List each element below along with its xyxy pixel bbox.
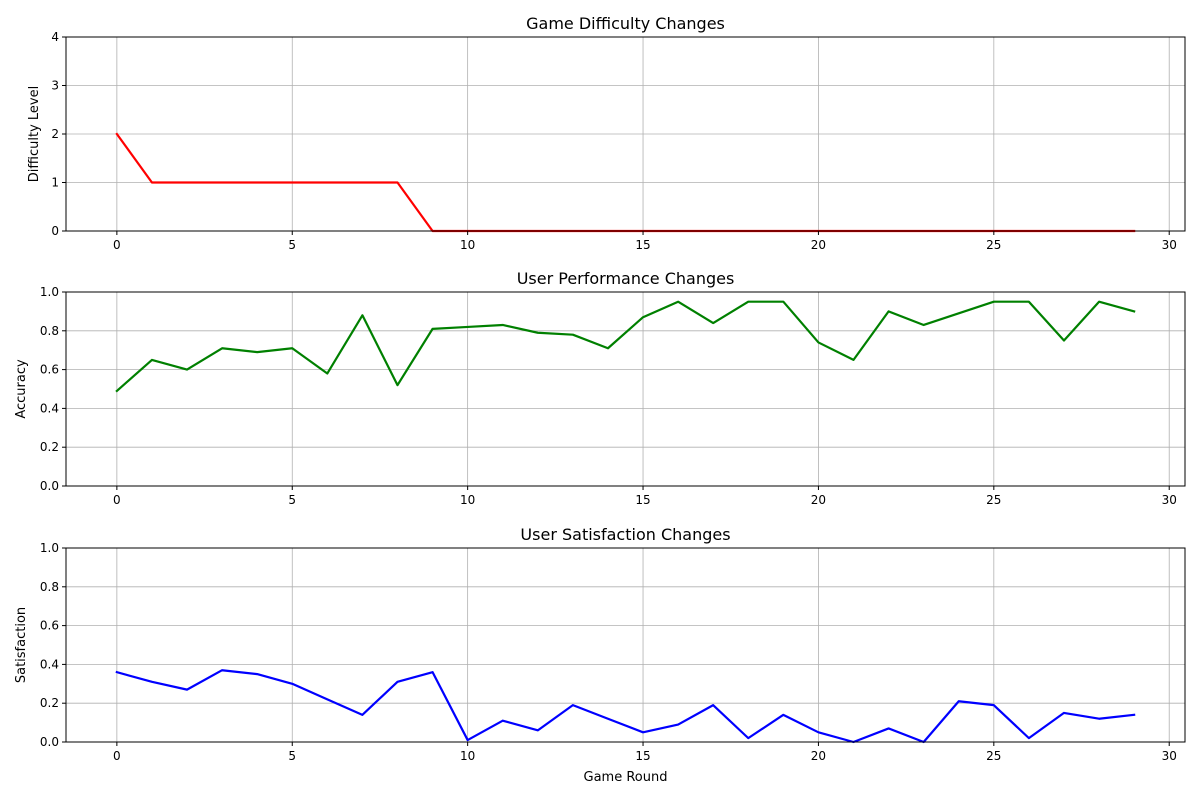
y-tick-label: 1.0 — [40, 541, 59, 555]
subplot-title: User Satisfaction Changes — [520, 525, 730, 544]
x-tick-label: 30 — [1162, 238, 1177, 252]
x-tick-label: 25 — [986, 238, 1001, 252]
subplot-2: 0 5 10 15 20 25 30 0.0 0.2 0.4 0.6 0.8 1.0 User Perfo… — [14, 269, 1186, 507]
subplot-title: User Performance Changes — [517, 269, 735, 288]
x-tick-label: 30 — [1162, 749, 1177, 763]
x-tick-label: 0 — [113, 493, 121, 507]
x-tick-label: 20 — [811, 238, 826, 252]
series-line-3-1 — [115, 669, 1136, 744]
y-tick-label: 2 — [51, 127, 59, 141]
subplot-3: 0 5 10 15 20 25 30 0.0 0.2 0.4 0.6 0.8 1.0 User Satis… — [14, 525, 1186, 785]
series-line-2-1 — [115, 300, 1136, 393]
y-tick-label: 4 — [51, 30, 59, 44]
y-tick-label: 0.2 — [40, 696, 59, 710]
x-tick-label: 30 — [1162, 493, 1177, 507]
y-tick-label: 0.4 — [40, 401, 59, 415]
x-tick-label: 20 — [811, 493, 826, 507]
x-tick-label: 20 — [811, 749, 826, 763]
x-tick-label: 10 — [460, 749, 475, 763]
y-tick-label: 0.8 — [40, 580, 59, 594]
x-tick-label: 5 — [288, 493, 296, 507]
subplot-title: Game Difficulty Changes — [526, 14, 725, 33]
y-tick-label: 3 — [51, 79, 59, 93]
x-tick-label: 5 — [288, 238, 296, 252]
y-tick-label: 0.6 — [40, 619, 59, 633]
y-tick-label: 0.0 — [40, 479, 59, 493]
x-tick-label: 15 — [635, 493, 650, 507]
y-tick-label: 1 — [51, 176, 59, 190]
y-axis-label: Difficulty Level — [27, 86, 42, 182]
y-tick-label: 0.0 — [40, 735, 59, 749]
x-tick-label: 0 — [113, 749, 121, 763]
x-tick-label: 25 — [986, 493, 1001, 507]
y-axis-label: Satisfaction — [14, 607, 29, 683]
y-tick-label: 0.4 — [40, 657, 59, 671]
y-tick-label: 0.6 — [40, 363, 59, 377]
x-tick-label: 0 — [113, 238, 121, 252]
x-tick-label: 25 — [986, 749, 1001, 763]
y-tick-label: 0.2 — [40, 440, 59, 454]
x-tick-label: 5 — [288, 749, 296, 763]
x-tick-label: 15 — [635, 238, 650, 252]
subplot-1: 0 5 10 15 20 25 30 0 1 2 3 4 Game Difficulty Changes… — [27, 14, 1186, 252]
x-tick-label: 10 — [460, 238, 475, 252]
y-tick-label: 1.0 — [40, 285, 59, 299]
x-axis-label: Game Round — [584, 770, 668, 785]
y-tick-label: 0.8 — [40, 324, 59, 338]
y-axis-label: Accuracy — [14, 359, 29, 419]
axes-frame — [65, 291, 1186, 487]
x-tick-label: 10 — [460, 493, 475, 507]
axes-frame — [65, 547, 1186, 743]
y-tick-label: 0 — [51, 224, 59, 238]
x-tick-label: 15 — [635, 749, 650, 763]
